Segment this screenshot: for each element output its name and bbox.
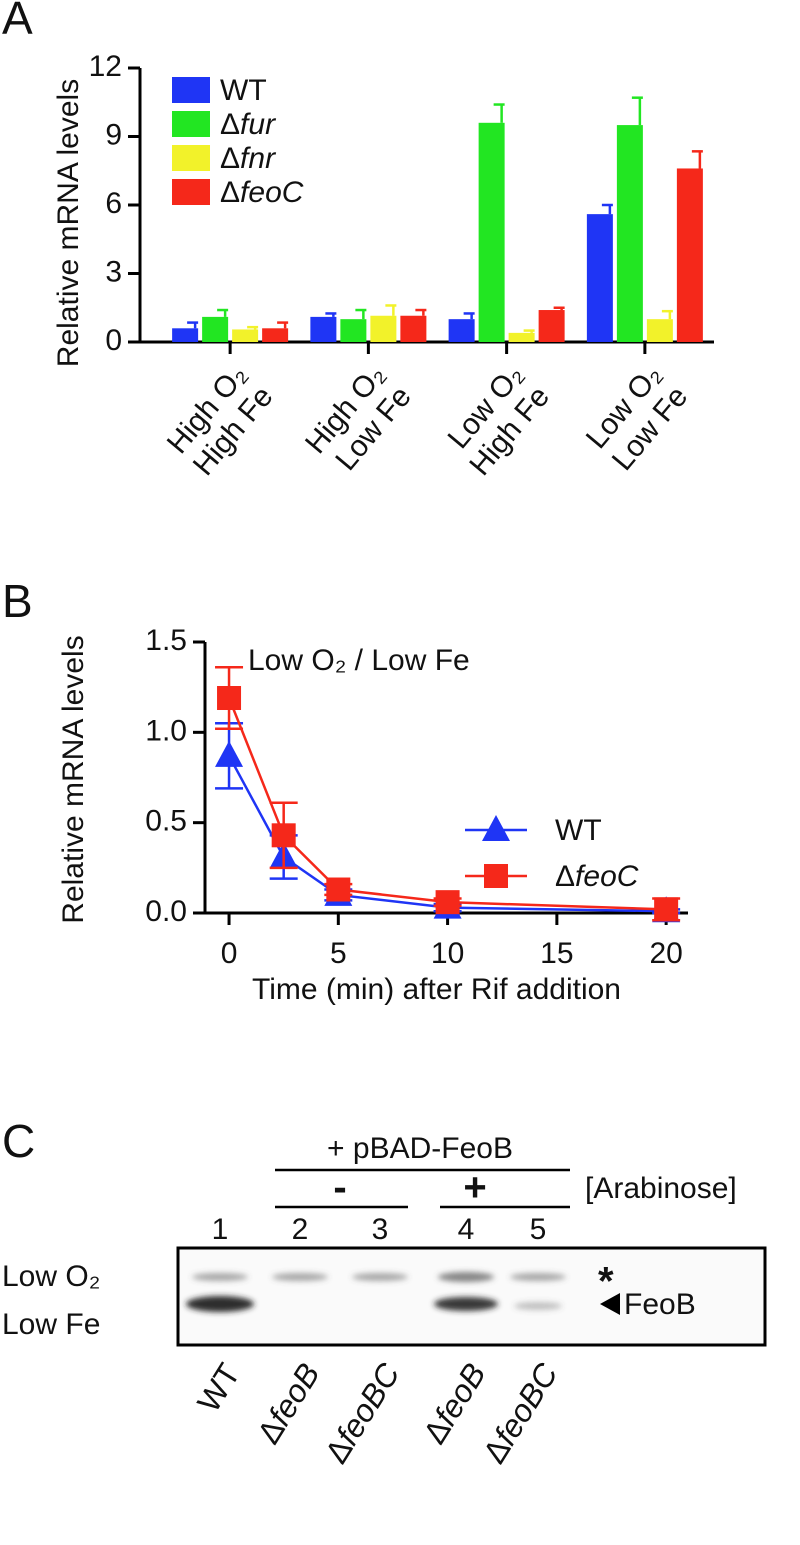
- panel-label: A: [2, 0, 33, 44]
- lane-number: 2: [292, 1213, 309, 1246]
- strain-label: ΔfeoBC: [318, 1356, 407, 1469]
- strain-label-text: ΔfeoB: [250, 1357, 327, 1450]
- strain-label-text: ΔfeoBC: [318, 1356, 407, 1469]
- marker: [217, 686, 242, 711]
- bar: [262, 328, 289, 342]
- strain-label: ΔfeoB: [250, 1357, 327, 1450]
- legend-swatch: [172, 77, 210, 103]
- y-tick-label: 3: [105, 255, 122, 288]
- bar: [676, 168, 703, 342]
- marker: [271, 823, 296, 848]
- legend-swatch: [172, 179, 210, 205]
- legend-label: WT: [220, 74, 267, 107]
- bar: [508, 332, 535, 342]
- nonspecific-marker: *: [598, 1260, 614, 1304]
- annotation: Low O₂ / Low Fe: [248, 644, 470, 677]
- blot-frame: [176, 1246, 767, 1347]
- legend-label: Δfur: [220, 108, 276, 141]
- y-tick-label: 0.0: [145, 895, 187, 928]
- bar: [232, 329, 259, 342]
- bar: [400, 315, 427, 342]
- strain-label-text: ΔfeoBC: [476, 1356, 565, 1469]
- x-tick-label: 5: [330, 937, 347, 970]
- y-tick-label: 1.5: [145, 624, 187, 657]
- panel-label: B: [2, 575, 33, 627]
- construct-label: + pBAD-FeoB: [327, 1132, 513, 1165]
- y-tick-label: 1.0: [145, 714, 187, 747]
- bar: [538, 310, 565, 342]
- y-axis-label: Relative mRNA levels: [57, 635, 90, 923]
- arabinose-plus: +: [463, 1166, 486, 1210]
- lane-number: 3: [372, 1213, 389, 1246]
- band-label: FeoB: [624, 1288, 696, 1321]
- marker: [654, 897, 679, 922]
- strain-label: WT: [190, 1357, 247, 1418]
- y-tick-label: 6: [105, 187, 122, 220]
- legend-swatch: [172, 111, 210, 137]
- band-arrow: [600, 1293, 620, 1315]
- lane-number: 4: [458, 1213, 475, 1246]
- y-tick-label: 9: [105, 118, 122, 151]
- bar: [340, 319, 367, 342]
- legend-label: Δfnr: [220, 142, 276, 175]
- bar: [172, 328, 199, 342]
- x-tick-label: 0: [221, 937, 238, 970]
- y-tick-label: 0.5: [145, 805, 187, 838]
- legend-swatch: [172, 145, 210, 171]
- blot-bands: [186, 1272, 566, 1312]
- x-tick-label: 10: [431, 937, 464, 970]
- y-axis-label: Relative mRNA levels: [52, 79, 85, 367]
- bar: [202, 316, 229, 342]
- strain-label: ΔfeoB: [416, 1357, 493, 1450]
- legend-marker: [482, 815, 510, 841]
- lane-number: 5: [530, 1213, 547, 1246]
- legend-marker: [484, 864, 508, 888]
- y-tick-label: 12: [89, 50, 122, 83]
- x-tick-label: 15: [540, 937, 573, 970]
- strain-label-text: WT: [190, 1357, 247, 1418]
- x-axis-label: Time (min) after Rif addition: [252, 973, 621, 1006]
- bar: [646, 319, 673, 342]
- strain-label-text: ΔfeoB: [416, 1357, 493, 1450]
- arabinose-label: [Arabinose]: [585, 1172, 737, 1205]
- marker: [326, 877, 351, 902]
- condition-label: Low Fe: [2, 1308, 100, 1341]
- legend-label: ΔfeoC: [220, 176, 304, 209]
- y-tick-label: 0: [105, 324, 122, 357]
- bar: [616, 125, 643, 342]
- bar: [586, 214, 613, 342]
- bar: [310, 316, 337, 342]
- condition-label: Low O₂: [2, 1260, 100, 1293]
- legend-label: WT: [555, 814, 602, 847]
- marker: [435, 890, 460, 915]
- bar: [478, 122, 505, 342]
- arabinose-minus: -: [333, 1166, 346, 1210]
- legend-label: ΔfeoC: [555, 860, 639, 893]
- panel-label: C: [2, 1115, 35, 1167]
- bar: [370, 315, 397, 342]
- lane-number: 1: [212, 1213, 229, 1246]
- marker: [215, 740, 244, 767]
- strain-label: ΔfeoBC: [476, 1356, 565, 1469]
- bar: [448, 319, 475, 342]
- x-tick-label: 20: [649, 937, 682, 970]
